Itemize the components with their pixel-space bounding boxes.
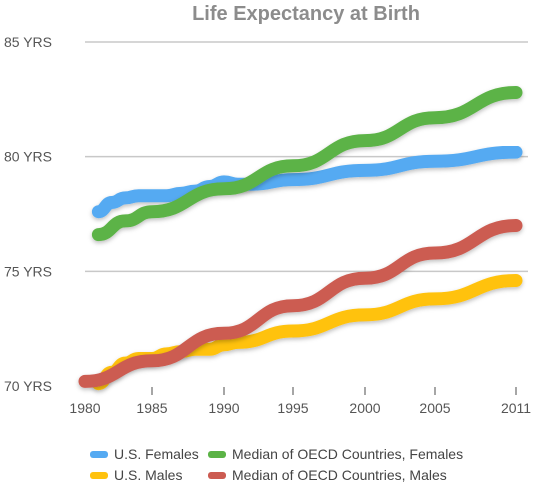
axes (82, 42, 530, 390)
y-tick-label: 70 YRS (4, 378, 52, 394)
series-line-median-of-oecd-countries-females (91, 86, 523, 242)
x-tick-label: 2011 (501, 400, 531, 416)
legend-swatch-u-s-females (90, 451, 108, 458)
series-line-u-s-males (91, 274, 523, 391)
legend-swatch-median-of-oecd-countries-females (208, 451, 226, 458)
legend-label-u-s-males: U.S. Males (114, 467, 182, 483)
x-axis-ticks: 1980 1985 1990 1995 2000 2005 2011 (69, 387, 531, 416)
legend-label-u-s-females: U.S. Females (114, 446, 199, 462)
series-line-median-of-oecd-countries-males (78, 219, 523, 388)
x-tick-label: 2005 (419, 400, 450, 416)
legend-label-median-of-oecd-countries-males: Median of OECD Countries, Males (232, 467, 447, 483)
y-axis-ticks: 70 YRS 75 YRS 80 YRS 85 YRS (4, 34, 52, 394)
chart-title: Life Expectancy at Birth (192, 3, 420, 25)
legend-swatch-median-of-oecd-countries-males (208, 472, 226, 479)
x-tick-label: 2000 (349, 400, 380, 416)
x-tick-label: 1990 (208, 400, 239, 416)
y-tick-label: 80 YRS (4, 149, 52, 165)
legend-swatch-u-s-males (90, 472, 108, 479)
y-tick-label: 85 YRS (4, 34, 52, 50)
legend-label-median-of-oecd-countries-females: Median of OECD Countries, Females (232, 446, 463, 462)
x-tick-label: 1980 (69, 400, 100, 416)
legend: U.S. Females Median of OECD Countries, Fe… (90, 446, 463, 483)
y-tick-label: 75 YRS (4, 263, 52, 279)
x-tick-label: 1985 (136, 400, 167, 416)
x-tick-label: 1995 (277, 400, 308, 416)
series-lines (78, 86, 523, 391)
